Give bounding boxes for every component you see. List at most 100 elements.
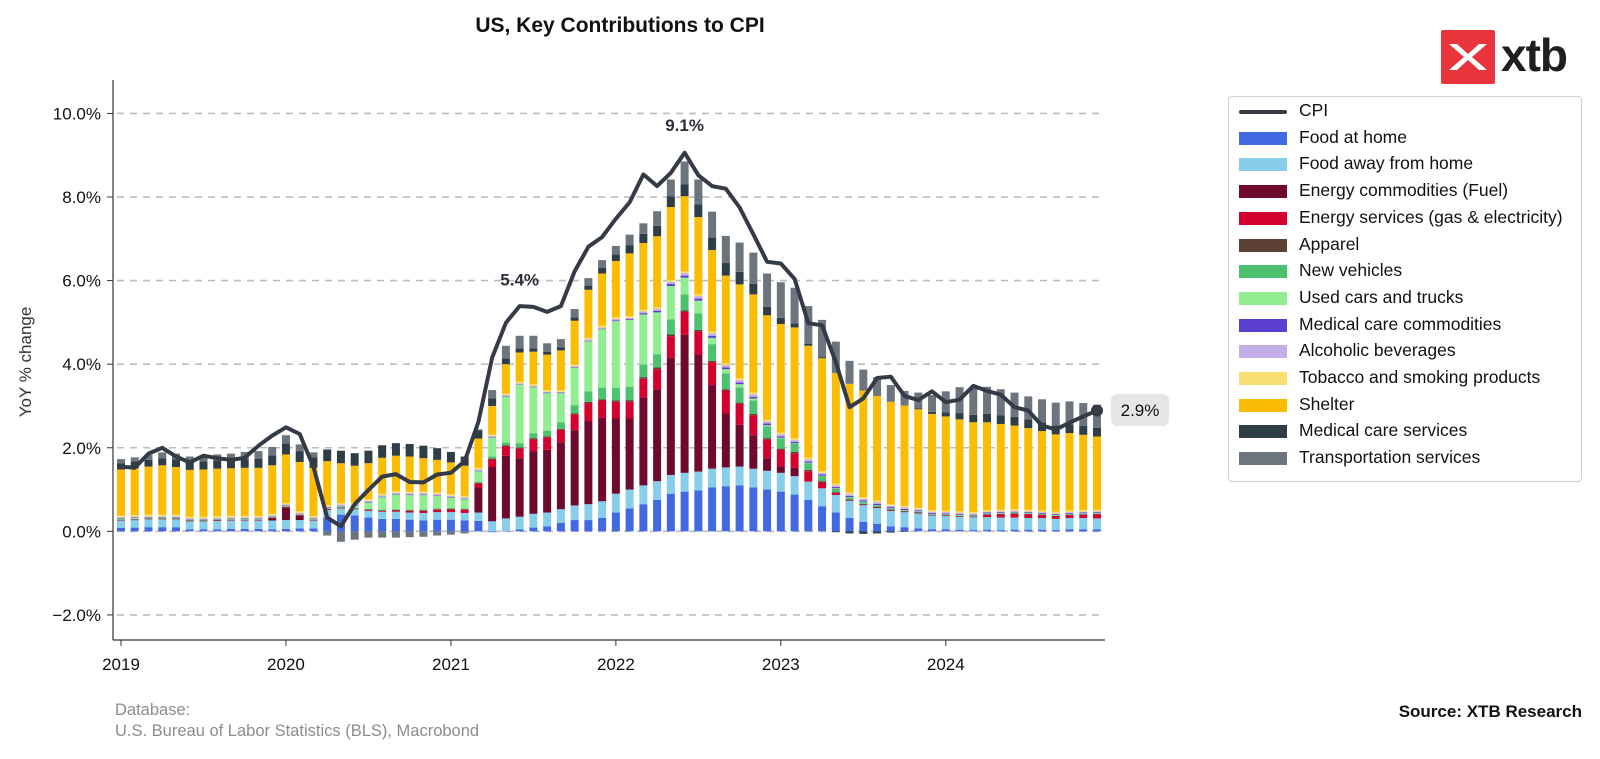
peak-label: 9.1% xyxy=(665,116,704,135)
bar-segment xyxy=(1010,512,1019,514)
bar-segment xyxy=(708,333,717,336)
bar-segment xyxy=(1093,512,1101,514)
bar-segment xyxy=(900,505,909,508)
bar-segment xyxy=(419,445,428,459)
bar-segment xyxy=(598,260,607,268)
legend-item: Food away from home xyxy=(1239,152,1579,176)
bar-segment xyxy=(708,337,717,345)
bar-segment xyxy=(268,513,277,516)
bar-segment xyxy=(694,329,703,332)
bar-segment xyxy=(460,508,469,510)
bar-segment xyxy=(900,527,909,532)
bar-segment xyxy=(900,390,909,406)
bar-segment xyxy=(845,497,854,498)
bar-segment xyxy=(708,385,717,469)
legend-swatch xyxy=(1239,265,1287,279)
bar-segment xyxy=(776,436,785,438)
bar-segment xyxy=(708,211,717,238)
bar-segment xyxy=(1051,516,1060,519)
legend-item: Medical care services xyxy=(1239,419,1579,443)
bar-segment xyxy=(886,510,895,527)
bar-segment xyxy=(818,488,827,507)
bar-segment xyxy=(804,500,813,532)
bar-segment xyxy=(845,499,854,501)
bar-segment xyxy=(474,471,483,482)
y-axis-label: YoY % change xyxy=(16,307,35,418)
bar-segment xyxy=(529,451,538,514)
bar-segment xyxy=(144,517,153,518)
y-tick-label: 2.0% xyxy=(62,439,101,458)
bar-segment xyxy=(226,518,235,519)
bar-segment xyxy=(556,390,565,392)
database-label: Database: xyxy=(115,701,191,719)
bar-segment xyxy=(708,360,717,363)
legend-swatch xyxy=(1239,238,1287,252)
bar-segment xyxy=(254,467,263,516)
bar-segment xyxy=(199,518,208,520)
bar-segment xyxy=(433,509,442,513)
bar-segment xyxy=(996,423,1005,510)
bar-segment xyxy=(158,518,167,520)
legend-label: Shelter xyxy=(1299,393,1355,414)
bar-segment xyxy=(570,430,579,506)
bar-segment xyxy=(240,467,249,516)
bar-segment xyxy=(556,391,565,393)
bar-segment xyxy=(405,510,414,511)
bar-segment xyxy=(749,468,758,488)
bar-segment xyxy=(804,343,813,346)
bar-segment xyxy=(845,495,854,498)
bar-segment xyxy=(254,518,263,520)
bar-segment xyxy=(625,319,634,387)
bar-segment xyxy=(1038,512,1047,514)
bar-segment xyxy=(226,519,235,520)
bar-segment xyxy=(886,385,895,402)
bar-segment xyxy=(515,383,524,385)
bar-segment xyxy=(721,373,730,390)
bar-segment xyxy=(708,335,717,338)
bar-segment xyxy=(254,517,263,519)
bar-segment xyxy=(570,505,579,521)
bar-segment xyxy=(213,520,222,521)
bar-segment xyxy=(735,380,744,383)
bar-segment xyxy=(666,474,675,494)
bar-segment xyxy=(199,521,208,530)
bar-segment xyxy=(543,392,552,394)
bar-segment xyxy=(886,526,895,532)
bar-segment xyxy=(529,385,538,387)
bar-segment xyxy=(1065,513,1074,515)
bar-segment xyxy=(419,458,428,492)
bar-segment xyxy=(790,438,799,440)
bar-segment xyxy=(914,408,923,410)
xtb-logo-mark-icon xyxy=(1441,30,1495,84)
bar-segment xyxy=(226,518,235,520)
bar-segment xyxy=(529,384,538,386)
legend-item: Used cars and trucks xyxy=(1239,286,1579,310)
bar-segment xyxy=(391,443,400,456)
bar-segment xyxy=(983,517,992,530)
legend-item: Alcoholic beverages xyxy=(1239,339,1579,363)
bar-segment xyxy=(1038,399,1047,423)
bar-segment xyxy=(763,419,772,422)
bar-segment xyxy=(831,492,840,493)
bar-segment xyxy=(653,309,662,311)
bar-segment xyxy=(1079,513,1088,514)
bar-segment xyxy=(419,493,428,495)
bar-segment xyxy=(804,469,813,472)
bar-segment xyxy=(763,315,772,420)
bar-segment xyxy=(1065,514,1074,516)
bar-segment xyxy=(941,416,950,511)
bar-segment xyxy=(666,357,675,475)
bar-segment xyxy=(941,510,950,513)
y-tick-label: 4.0% xyxy=(62,355,101,374)
bar-segment xyxy=(1065,433,1074,511)
bar-segment xyxy=(268,517,277,518)
bar-segment xyxy=(611,388,620,401)
bar-segment xyxy=(1038,513,1047,515)
bar-segment xyxy=(584,504,593,521)
bar-segment xyxy=(790,287,799,324)
bar-segment xyxy=(831,488,840,493)
bar-segment xyxy=(1065,510,1074,513)
bar-segment xyxy=(171,527,180,532)
bar-segment xyxy=(900,508,909,511)
bar-segment xyxy=(254,519,263,520)
